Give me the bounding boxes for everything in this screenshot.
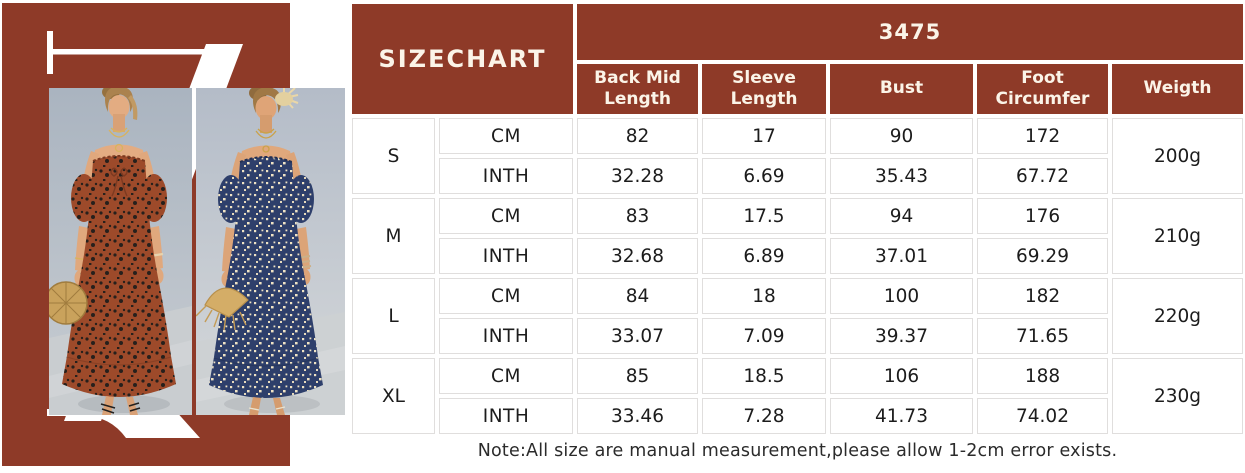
measurement-cell: 84 <box>577 278 698 314</box>
measurement-cell: 6.89 <box>702 238 826 274</box>
measurement-cell: 7.28 <box>702 398 826 434</box>
row-s-inth: INTH 32.28 6.69 35.43 67.72 <box>352 158 1243 194</box>
measurement-cell: 172 <box>977 118 1108 154</box>
measurement-cell: 85 <box>577 358 698 394</box>
measurement-cell: 182 <box>977 278 1108 314</box>
unit-label: INTH <box>439 318 573 354</box>
row-l-inth: INTH 33.07 7.09 39.37 71.65 <box>352 318 1243 354</box>
unit-label: INTH <box>439 158 573 194</box>
size-label-xl: XL <box>352 358 435 434</box>
unit-label: CM <box>439 118 573 154</box>
sandal-straps <box>100 402 141 414</box>
measurement-cell: 35.43 <box>830 158 973 194</box>
unit-label: CM <box>439 358 573 394</box>
row-s-cm: S CM 82 17 90 172 200g <box>352 118 1243 194</box>
size-chart-title: SIZECHART <box>352 4 573 114</box>
straw-bag-round <box>49 281 88 325</box>
photo-right-navy-dress <box>196 88 345 415</box>
product-code: 3475 <box>577 4 1243 60</box>
weight-value-xl: 230g <box>1112 358 1243 434</box>
measurement-cell: 71.65 <box>977 318 1108 354</box>
size-chart-table-area: SIZECHART 3475 Back Mid Length Sleeve Le… <box>348 0 1245 461</box>
measurement-cell: 7.09 <box>702 318 826 354</box>
measurement-cell: 6.69 <box>702 158 826 194</box>
measurement-cell: 106 <box>830 358 973 394</box>
unit-label: INTH <box>439 238 573 274</box>
measurement-cell: 82 <box>577 118 698 154</box>
measurement-cell: 83 <box>577 198 698 234</box>
photo-left-rust-dress <box>49 88 192 415</box>
weight-value-m: 210g <box>1112 198 1243 274</box>
row-m-inth: INTH 32.68 6.89 37.01 69.29 <box>352 238 1243 274</box>
header-back-mid-length: Back Mid Length <box>577 64 698 114</box>
measurement-cell: 18.5 <box>702 358 826 394</box>
row-xl-inth: INTH 33.46 7.28 41.73 74.02 <box>352 398 1243 434</box>
unit-label: INTH <box>439 398 573 434</box>
measurement-cell: 39.37 <box>830 318 973 354</box>
weight-value-l: 220g <box>1112 278 1243 354</box>
size-label-l: L <box>352 278 435 354</box>
measurement-cell: 67.72 <box>977 158 1108 194</box>
weight-value-s: 200g <box>1112 118 1243 194</box>
measurement-cell: 41.73 <box>830 398 973 434</box>
bodice-bow <box>110 167 128 197</box>
unit-label: CM <box>439 278 573 314</box>
size-label-m: M <box>352 198 435 274</box>
row-m-cm: M CM 83 17.5 94 176 210g <box>352 198 1243 274</box>
measurement-cell: 188 <box>977 358 1108 394</box>
measurement-cell: 33.46 <box>577 398 698 434</box>
unit-label: CM <box>439 198 573 234</box>
measurement-cell: 37.01 <box>830 238 973 274</box>
measurement-cell: 33.07 <box>577 318 698 354</box>
measurement-cell: 100 <box>830 278 973 314</box>
measurement-cell: 17 <box>702 118 826 154</box>
row-xl-cm: XL CM 85 18.5 106 188 230g <box>352 358 1243 434</box>
measurement-cell: 74.02 <box>977 398 1108 434</box>
measurement-cell: 176 <box>977 198 1108 234</box>
size-label-s: S <box>352 118 435 194</box>
row-l-cm: L CM 84 18 100 182 220g <box>352 278 1243 354</box>
layered-necklaces <box>255 128 277 153</box>
straw-fringe-fan-bag <box>196 287 249 331</box>
brand-photo-collage <box>2 3 345 466</box>
header-bust: Bust <box>830 64 973 114</box>
measurement-cell: 17.5 <box>702 198 826 234</box>
header-sleeve-length: Sleeve Length <box>702 64 826 114</box>
measurement-note: Note:All size are manual measurement,ple… <box>477 441 1118 461</box>
measurement-cell: 18 <box>702 278 826 314</box>
size-chart-table: SIZECHART 3475 Back Mid Length Sleeve Le… <box>348 0 1245 438</box>
measurement-cell: 32.68 <box>577 238 698 274</box>
header-foot-circumfer: Foot Circumfer <box>977 64 1108 114</box>
header-weigth: Weigth <box>1112 64 1243 114</box>
measurement-cell: 94 <box>830 198 973 234</box>
measurement-cell: 69.29 <box>977 238 1108 274</box>
measurement-cell: 90 <box>830 118 973 154</box>
measurement-cell: 32.28 <box>577 158 698 194</box>
